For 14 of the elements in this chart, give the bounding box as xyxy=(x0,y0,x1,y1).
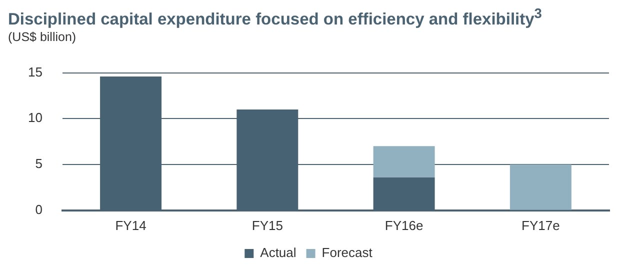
y-tick-label: 5 xyxy=(35,156,42,171)
y-tick-label: 0 xyxy=(35,201,42,216)
x-tick-label: FY17e xyxy=(522,217,560,232)
chart-title: Disciplined capital expenditure focused on efficiency and flexibility$^{3}$ xyxy=(8,5,543,30)
bar xyxy=(510,164,572,210)
bar xyxy=(373,146,435,177)
y-axis-title: (US$ billion) xyxy=(8,30,78,44)
x-tick-label: FY15 xyxy=(252,217,283,232)
legend-label: Forecast xyxy=(322,244,373,260)
y-tick-label: 10 xyxy=(28,110,42,125)
x-tick-label: FY16e xyxy=(384,217,424,232)
y-tick-label: 15 xyxy=(28,64,42,79)
legend-label: Actual xyxy=(260,244,296,260)
x-tick-label: FY14 xyxy=(115,217,146,232)
